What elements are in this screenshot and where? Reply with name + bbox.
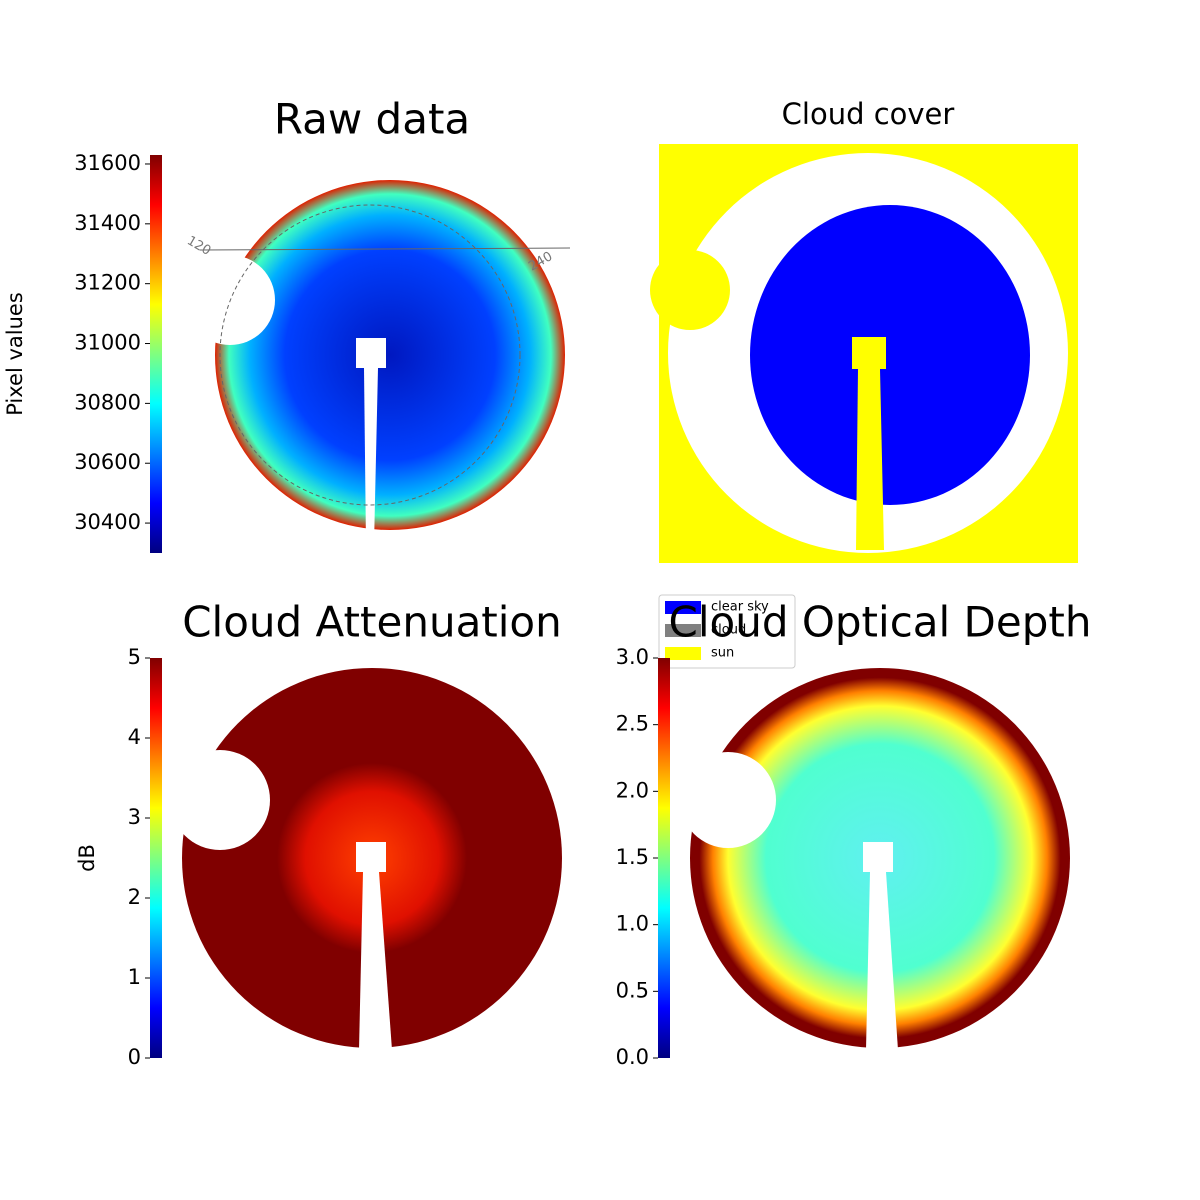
colorbar-tick-label: 30600	[74, 450, 141, 474]
colorbar-label: Pixel values	[3, 292, 27, 416]
colorbar-tick-label: 2.0	[616, 778, 649, 802]
legend-label: clear sky	[711, 600, 769, 615]
colorbar-tick-label: 31600	[74, 151, 141, 175]
azimuth-label: 120	[184, 234, 213, 259]
cloud-cover-image	[650, 144, 1078, 563]
colorbar-tick-label: 5	[128, 645, 141, 669]
legend-swatch	[665, 601, 701, 614]
colorbar-tick-label: 31200	[74, 271, 141, 295]
colorbar-label: dB	[75, 844, 99, 872]
legend-label: cloud	[711, 623, 746, 638]
colorbar-tick-label: 1.0	[616, 912, 649, 936]
colorbar-tick-label: 4	[128, 725, 141, 749]
panel-title: Cloud Attenuation	[182, 598, 562, 647]
colorbar-tick-label: 3.0	[616, 645, 649, 669]
colorbar	[150, 658, 162, 1058]
colorbar-tick-label: 30800	[74, 390, 141, 414]
legend-label: sun	[711, 646, 734, 661]
colorbar-tick-label: 1.5	[616, 845, 649, 869]
raw-image	[185, 180, 571, 545]
colorbar-tick-label: 2	[128, 885, 141, 909]
attenuation-image	[170, 668, 562, 1050]
legend-swatch	[665, 624, 701, 637]
colorbar-tick-label: 1	[128, 965, 141, 989]
colorbar	[150, 155, 162, 553]
panel-title: Cloud cover	[782, 97, 955, 131]
colorbar-tick-label: 31400	[74, 211, 141, 235]
colorbar-tick-label: 0	[128, 1045, 141, 1069]
colorbar-tick-label: 30400	[74, 510, 141, 534]
colorbar-tick-label: 31000	[74, 331, 141, 355]
colorbar-tick-label: 0.0	[616, 1045, 649, 1069]
colorbar-tick-label: 3	[128, 805, 141, 829]
panel-title: Raw data	[274, 95, 470, 144]
colorbar-tick-label: 2.5	[616, 712, 649, 736]
colorbar-tick-label: 0.5	[616, 978, 649, 1002]
colorbar	[658, 658, 670, 1058]
panel-title: Cloud Optical Depth	[669, 598, 1092, 647]
legend-swatch	[665, 647, 701, 660]
optical-depth-image	[680, 668, 1070, 1050]
